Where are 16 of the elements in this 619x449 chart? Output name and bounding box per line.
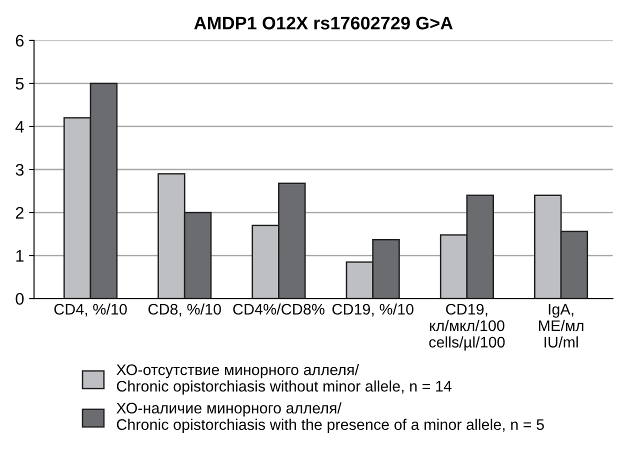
legend-label: ХО-наличие минорного аллеля/ Chronic opistorchiasis with the presence of a minor allele, n = 5	[116, 402, 544, 434]
y-tick-label: 4	[15, 121, 24, 133]
x-tick-label: CD19, %/10	[332, 303, 414, 316]
x-tick-label: CD4%/CD8%	[233, 303, 324, 315]
y-tick-label: 2	[16, 206, 24, 219]
y-tick-label: 6	[16, 34, 24, 47]
y-tick-label: 0	[16, 292, 24, 305]
x-tick-label: CD4, %/10	[54, 303, 127, 316]
x-tick-label: CD8, %/10	[148, 303, 221, 316]
chart-title: AMDP1 O12X rs17602729 G>A	[194, 16, 453, 30]
x-tick-label: IgA, ME/мл IU/ml	[539, 304, 584, 348]
y-tick-label: 5	[16, 78, 24, 90]
x-tick-label: CD19, кл/мкл/100 cells/µl/100	[429, 304, 505, 351]
y-tick-label: 3	[16, 164, 24, 176]
legend-label: ХО-отсутствие минорного аллеля/ Chronic opistorchiasis without minor allele, n = 14	[116, 364, 452, 395]
y-tick-label: 1	[16, 250, 24, 262]
